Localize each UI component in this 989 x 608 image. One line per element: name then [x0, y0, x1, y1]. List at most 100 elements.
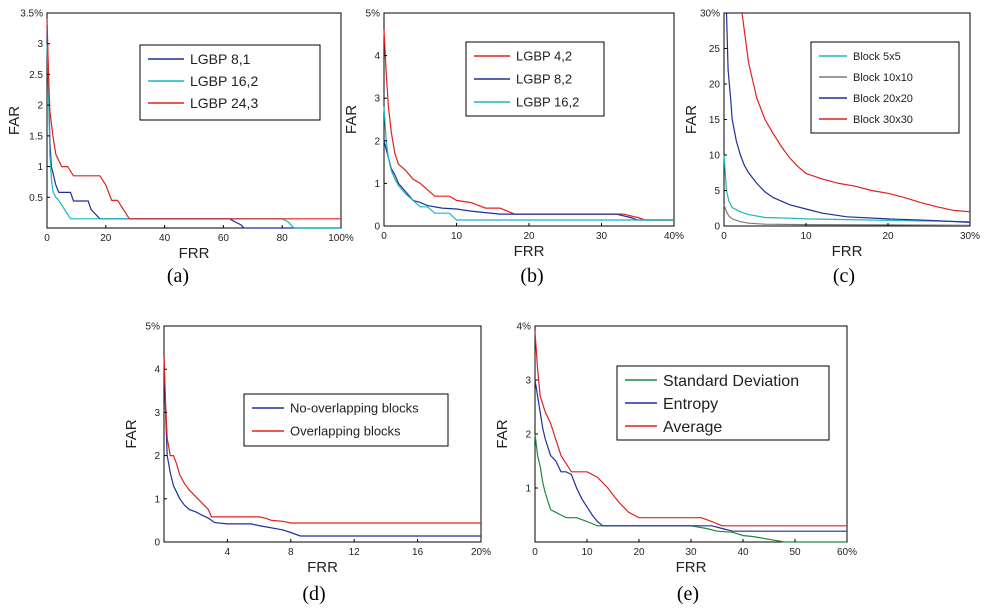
- x-tick-label: 30: [685, 547, 697, 558]
- x-tick-label: 40%: [664, 231, 684, 242]
- panel-label: (b): [520, 265, 543, 287]
- x-tick-label: 20: [882, 231, 894, 242]
- y-tick-label: 10: [709, 151, 721, 162]
- series-line-2: [46, 43, 341, 229]
- panel-label: (e): [677, 583, 699, 605]
- y-axis-label: FAR: [494, 419, 511, 448]
- legend-entry: LGBP 8,1: [190, 51, 251, 67]
- legend: LGBP 8,1 LGBP 16,2 LGBP 24,3: [139, 44, 321, 121]
- series-line-2: [383, 140, 674, 221]
- y-tick-label: 1: [37, 162, 43, 173]
- x-axis-label: FRR: [676, 559, 707, 576]
- chart-a: 0 20 40 60 80 100% 0.5 1 1.5 2 2.5 3 3.5% FRR FAR LGBP …: [6, 9, 354, 288]
- y-tick-label: 4%: [517, 322, 532, 333]
- series-line-3: [534, 331, 847, 527]
- x-tick-label: 12: [349, 547, 361, 558]
- legend-entry: Standard Deviation: [663, 373, 799, 390]
- legend-entry: LGBP 24,3: [190, 95, 258, 111]
- x-tick-label: 40: [737, 547, 749, 558]
- x-axis-label: FRR: [179, 245, 210, 262]
- legend-box: [139, 44, 321, 121]
- x-tick-label: 20: [633, 547, 645, 558]
- series-line-1: [163, 356, 481, 537]
- y-tick-label: 20: [709, 80, 721, 91]
- x-axis-label: FRR: [832, 243, 863, 260]
- series-line-2: [163, 356, 481, 524]
- legend-entry: Block 30x30: [853, 114, 913, 126]
- y-tick-label: 1.5: [29, 131, 43, 142]
- y-tick-label: 1: [525, 484, 531, 495]
- x-tick-label: 60: [218, 233, 230, 244]
- x-tick-label: 30%: [960, 231, 980, 242]
- y-tick-label: 4: [154, 365, 160, 376]
- y-tick-label: 0: [154, 538, 160, 549]
- y-tick-label: 0.5: [29, 193, 43, 204]
- x-tick-label: 0: [381, 231, 387, 242]
- x-tick-label: 20%: [471, 547, 491, 558]
- y-axis-label: FAR: [123, 419, 140, 448]
- x-tick-label: 20: [100, 233, 112, 244]
- panel-label: (d): [302, 583, 325, 605]
- series-line-1: [534, 433, 847, 543]
- y-tick-label: 4: [374, 51, 380, 62]
- legend-entry: Block 20x20: [853, 93, 913, 105]
- y-tick-label: 2: [37, 101, 43, 112]
- series-line-4: [741, 12, 971, 213]
- legend-entry: Overlapping blocks: [290, 424, 401, 439]
- y-tick-label: 25: [709, 44, 721, 55]
- legend: Block 5x5 Block 10x10 Block 20x20 Block 30x…: [810, 41, 960, 134]
- y-tick-label: 1: [154, 494, 160, 505]
- y-tick-label: 3: [525, 376, 531, 387]
- y-tick-label: 3: [374, 94, 380, 105]
- panel-label: (a): [167, 265, 189, 287]
- x-tick-label: 50: [789, 547, 801, 558]
- y-tick-label: 2.5: [29, 70, 43, 81]
- y-tick-label: 30%: [700, 9, 720, 20]
- legend-entry: LGBP 16,2: [516, 95, 579, 110]
- y-tick-label: 2: [374, 136, 380, 147]
- x-axis-label: FRR: [514, 243, 545, 260]
- x-tick-label: 0: [721, 231, 727, 242]
- series-line-2: [534, 379, 847, 532]
- x-tick-label: 0: [44, 233, 50, 244]
- x-tick-label: 8: [288, 547, 294, 558]
- x-tick-label: 16: [412, 547, 424, 558]
- x-tick-label: 40: [159, 233, 171, 244]
- legend-entry: Block 10x10: [853, 72, 913, 84]
- series-line-3: [383, 106, 674, 221]
- legend: LGBP 4,2 LGBP 8,2 LGBP 16,2: [465, 41, 605, 117]
- legend-entry: Block 5x5: [853, 51, 901, 63]
- y-tick-label: 5%: [366, 9, 381, 20]
- legend-entry: Entropy: [663, 396, 718, 413]
- y-axis-label: FAR: [6, 106, 23, 135]
- x-tick-label: 0: [532, 547, 538, 558]
- y-tick-label: 0: [374, 222, 380, 233]
- panel-label: (c): [833, 265, 855, 287]
- y-axis-label: FAR: [343, 105, 360, 134]
- legend: No-overlapping blocks Overlapping blocks: [243, 393, 449, 447]
- y-tick-label: 0: [714, 222, 720, 233]
- x-tick-label: 30: [596, 231, 608, 242]
- x-tick-label: 4: [225, 547, 231, 558]
- y-tick-label: 3: [154, 408, 160, 419]
- y-axis-label: FAR: [683, 105, 700, 134]
- y-tick-label: 2: [525, 430, 531, 441]
- legend-entry: LGBP 8,2: [516, 72, 572, 87]
- x-tick-label: 10: [581, 547, 593, 558]
- y-tick-label: 3.5%: [20, 9, 43, 20]
- y-tick-label: 2: [154, 451, 160, 462]
- y-tick-label: 5%: [146, 322, 161, 333]
- x-tick-label: 60%: [837, 547, 857, 558]
- series-line-3: [46, 19, 341, 220]
- y-tick-label: 1: [374, 179, 380, 190]
- series-line-2: [723, 204, 971, 226]
- x-tick-label: 10: [451, 231, 463, 242]
- x-axis-label: FRR: [307, 559, 338, 576]
- chart-e: 0 10 20 30 40 50 60% 1 2 3 4% FRR FAR Standard Deviat…: [494, 322, 857, 606]
- y-tick-label: 15: [709, 115, 721, 126]
- x-tick-label: 20: [523, 231, 535, 242]
- x-tick-label: 80: [277, 233, 289, 244]
